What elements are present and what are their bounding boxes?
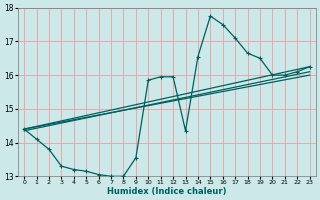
X-axis label: Humidex (Indice chaleur): Humidex (Indice chaleur) [107, 187, 227, 196]
